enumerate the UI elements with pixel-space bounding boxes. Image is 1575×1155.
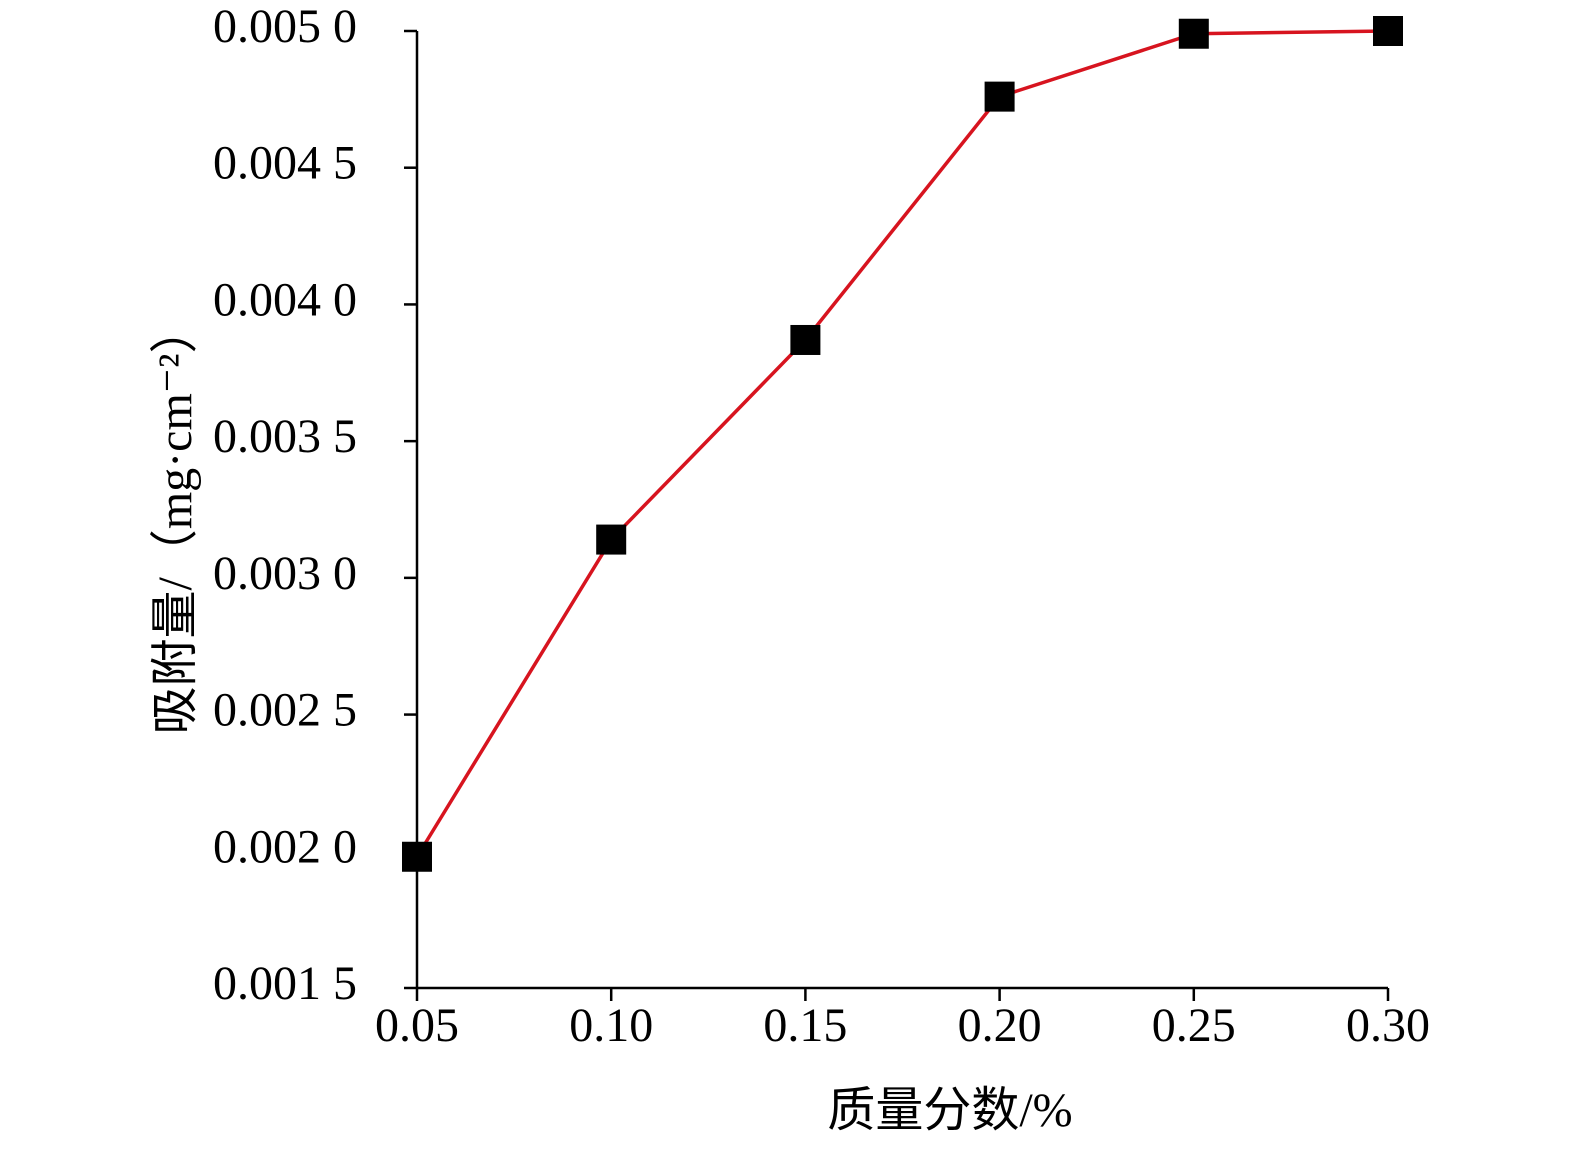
x-tick-label: 0.10: [569, 999, 653, 1052]
y-tick-label: 0.004 0: [213, 273, 357, 326]
y-tick-label: 0.002 0: [213, 820, 357, 873]
y-tick-label: 0.003 5: [213, 410, 357, 463]
y-tick-label: 0.003 0: [213, 547, 357, 600]
data-marker: [984, 81, 1015, 112]
data-marker: [402, 841, 432, 872]
x-tick-label: 0.30: [1346, 999, 1430, 1052]
data-marker: [596, 524, 627, 555]
x-axis-label: 质量分数/%: [827, 1084, 1072, 1137]
data-marker: [1178, 18, 1209, 49]
y-tick-label: 0.004 5: [213, 137, 357, 190]
x-tick-label: 0.20: [958, 999, 1042, 1052]
y-tick-label: 0.001 5: [213, 957, 357, 1010]
data-marker: [1373, 16, 1403, 46]
y-tick-label: 0.005 0: [213, 0, 357, 53]
data-marker: [790, 324, 821, 355]
y-axis-label: 吸附量/（mg·cm⁻²）: [149, 305, 202, 734]
x-tick-label: 0.15: [763, 999, 847, 1052]
data-line: [415, 29, 1389, 858]
y-tick-label: 0.002 5: [213, 684, 357, 737]
x-tick-label: 0.05: [375, 999, 459, 1052]
x-tick-label: 0.25: [1152, 999, 1236, 1052]
